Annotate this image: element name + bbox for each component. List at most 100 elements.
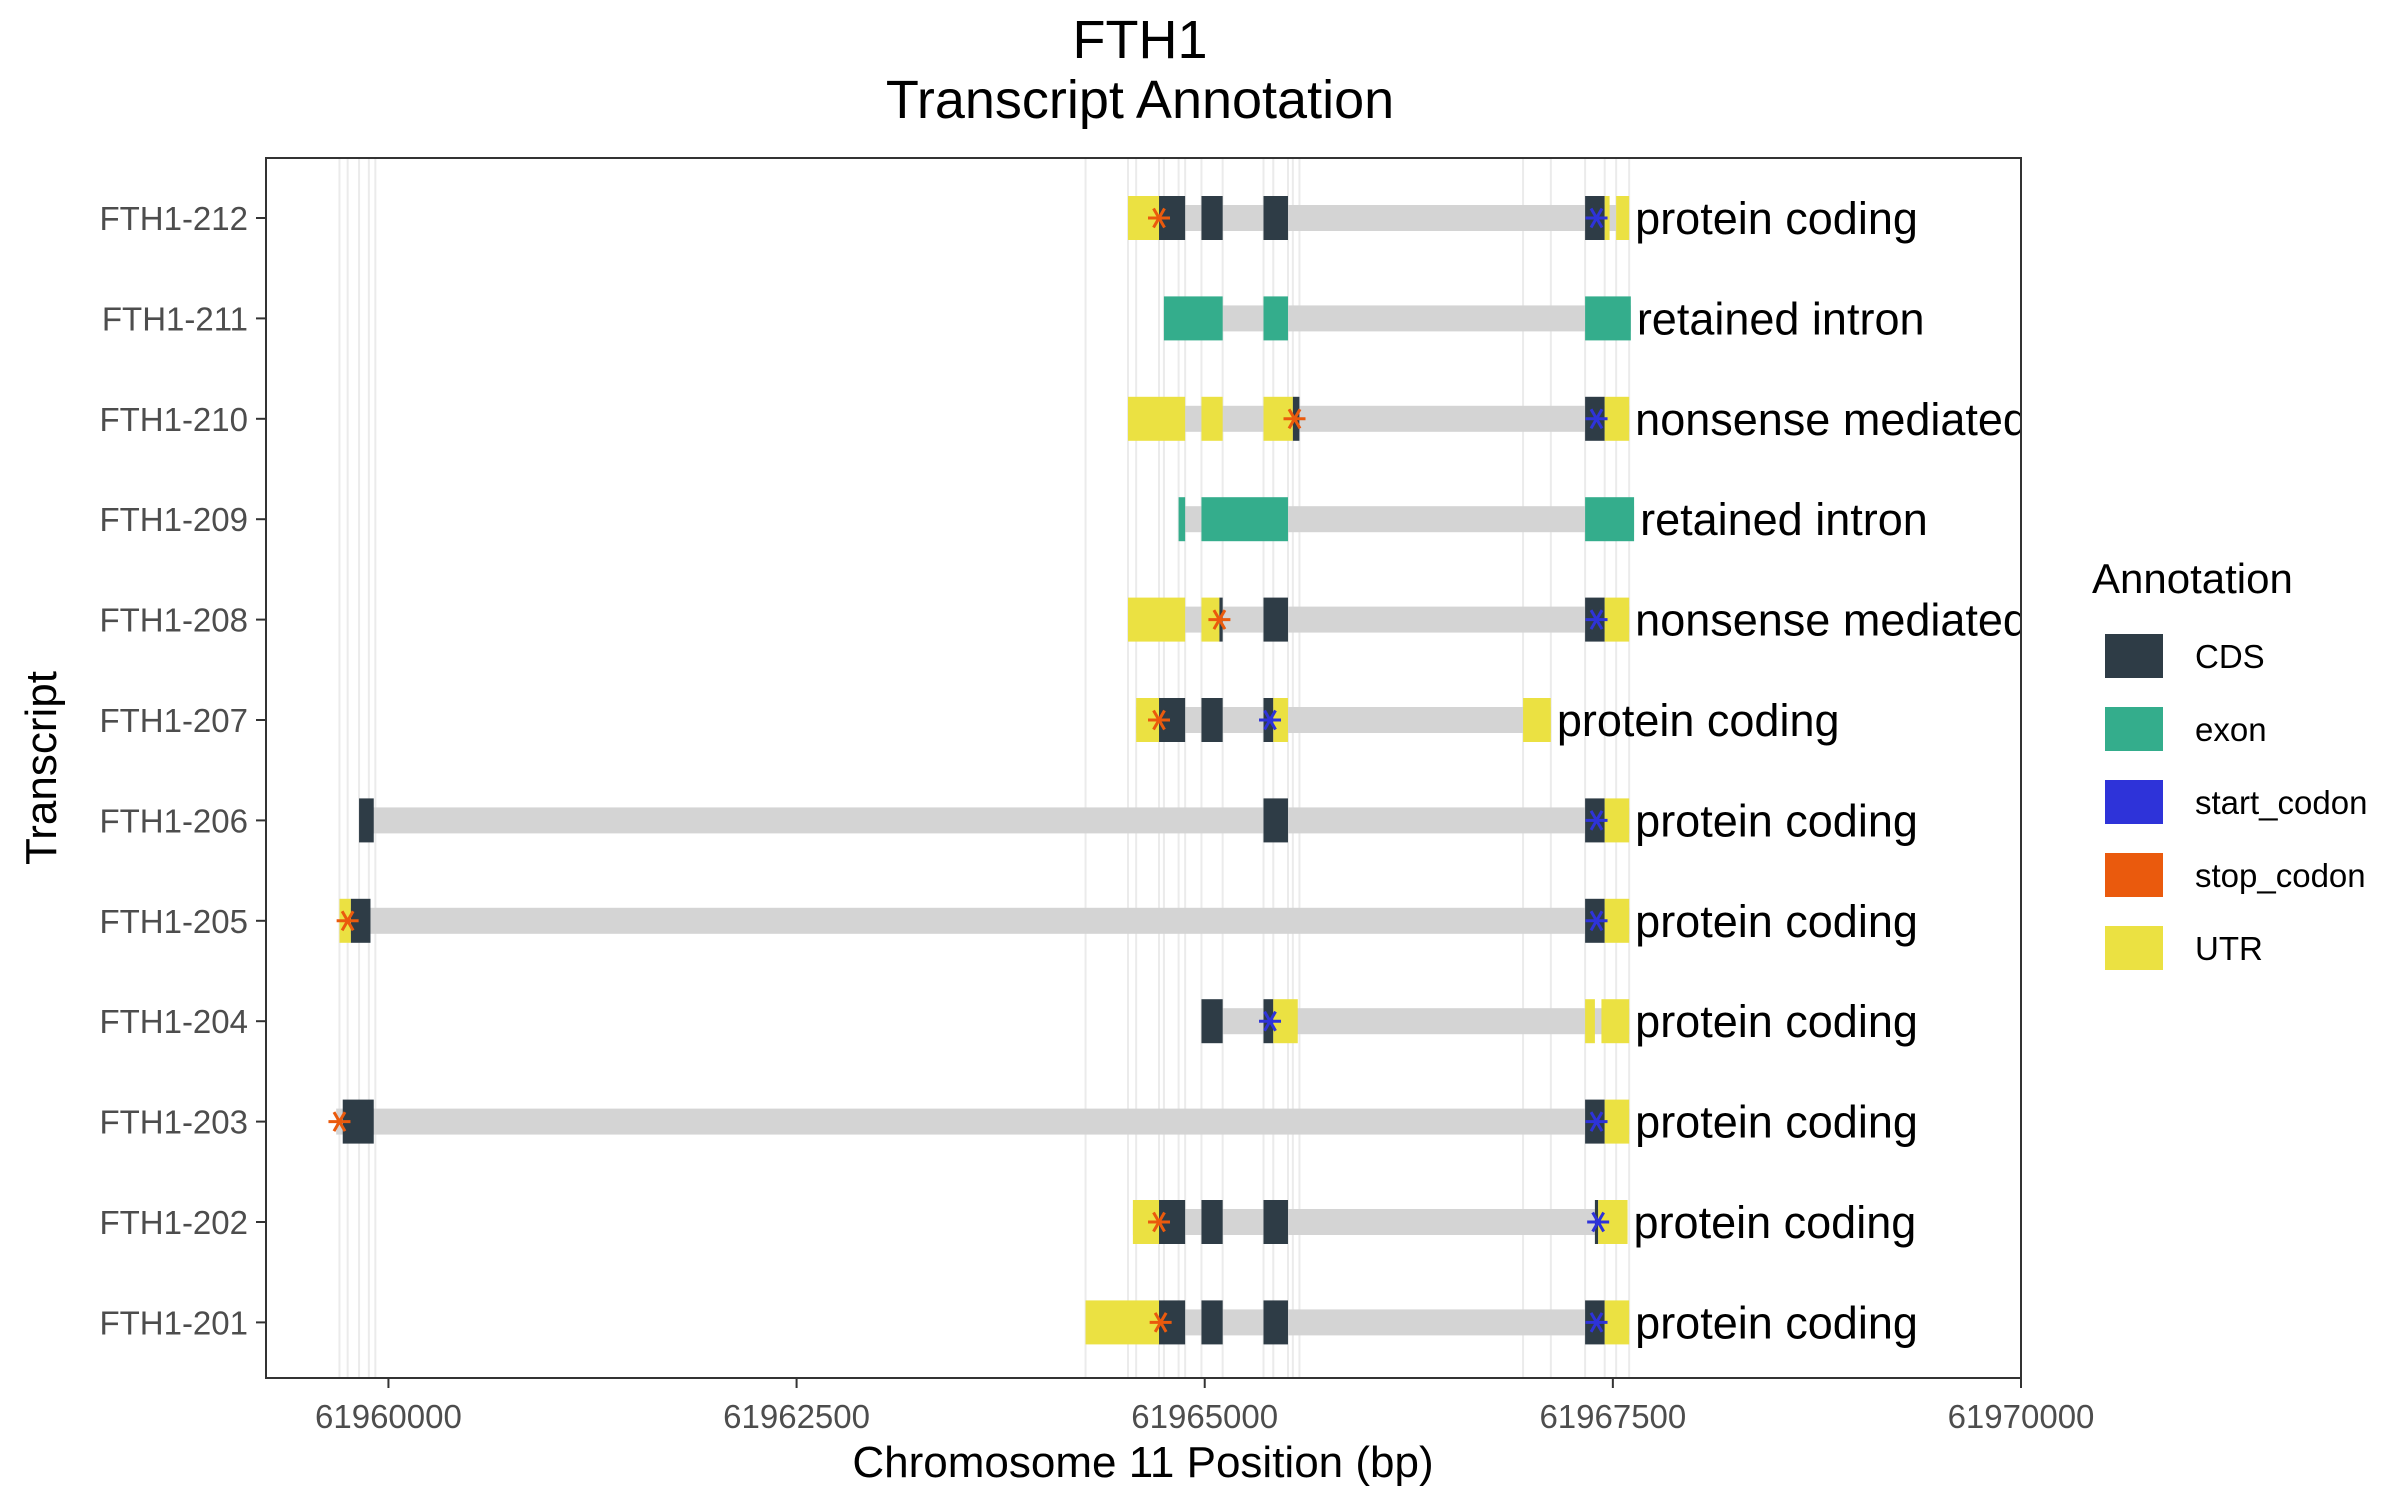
start-codon-marker bbox=[1585, 408, 1608, 430]
exon-block bbox=[1201, 497, 1288, 542]
utr-block bbox=[1604, 898, 1630, 943]
transcript-row bbox=[328, 1099, 1630, 1144]
transcript-row bbox=[1201, 999, 1630, 1044]
transcript-row bbox=[1085, 1300, 1630, 1345]
transcript-row bbox=[1136, 698, 1551, 742]
chart-subtitle: Transcript Annotation bbox=[886, 70, 1394, 130]
biotype-label: nonsense mediated bbox=[1635, 394, 2028, 445]
utr-block bbox=[1604, 396, 1630, 441]
stop-codon-marker bbox=[1208, 609, 1231, 630]
start-codon-marker bbox=[1585, 609, 1608, 630]
transcript-row bbox=[1127, 396, 1630, 441]
transcript-row bbox=[1163, 296, 1631, 341]
y-tick-label: FTH1-205 bbox=[99, 903, 248, 940]
x-axis-title: Chromosome 11 Position (bp) bbox=[852, 1438, 1433, 1487]
intron-line bbox=[336, 1108, 1630, 1135]
y-tick-label: FTH1-211 bbox=[102, 300, 248, 337]
start-codon-marker bbox=[1585, 1312, 1608, 1333]
cds-block bbox=[1201, 1200, 1223, 1244]
start-codon-marker bbox=[1585, 810, 1608, 831]
legend-swatch-CDS bbox=[2105, 634, 2163, 678]
y-tick-label: FTH1-203 bbox=[99, 1104, 248, 1141]
utr-block bbox=[1523, 698, 1551, 742]
y-tick-label: FTH1-209 bbox=[99, 501, 248, 538]
x-tick-label: 61965000 bbox=[1131, 1398, 1278, 1435]
plot-panel-border bbox=[265, 157, 2022, 1379]
y-tick-label: FTH1-204 bbox=[99, 1003, 248, 1040]
utr-block bbox=[1136, 698, 1160, 742]
biotype-label: protein coding bbox=[1635, 996, 1918, 1047]
y-tick-label: FTH1-208 bbox=[99, 602, 248, 639]
legend-title: Annotation bbox=[2092, 555, 2293, 602]
cds-block bbox=[1263, 196, 1288, 240]
start-codon-marker bbox=[1259, 709, 1282, 731]
utr-block bbox=[1127, 396, 1186, 441]
transcript-row bbox=[1178, 497, 1635, 542]
y-tick-label: FTH1-206 bbox=[99, 802, 248, 839]
stop-codon-marker bbox=[1148, 709, 1171, 731]
utr-block bbox=[1604, 798, 1630, 843]
biotype-label: nonsense mediated bbox=[1635, 595, 2028, 646]
exon-block bbox=[1585, 296, 1631, 341]
cds-block bbox=[1201, 1300, 1223, 1345]
stop-codon-marker bbox=[1148, 207, 1171, 229]
biotype-label: protein coding bbox=[1635, 193, 1918, 244]
cds-block bbox=[1263, 798, 1288, 843]
utr-block bbox=[1585, 999, 1595, 1044]
transcript-row bbox=[336, 898, 1630, 943]
start-codon-marker bbox=[1585, 207, 1608, 229]
x-axis: 61960000 61962500 61965000 61967500 61970000 bbox=[315, 1378, 2094, 1435]
y-tick-label: FTH1-210 bbox=[99, 401, 248, 438]
transcript-tracks bbox=[328, 196, 1635, 1345]
intron-line bbox=[339, 907, 1630, 934]
cds-block bbox=[359, 798, 374, 843]
transcript-row bbox=[1132, 1200, 1628, 1244]
legend-swatch-exon bbox=[2105, 707, 2163, 751]
y-axis-title: Transcript bbox=[17, 671, 66, 865]
legend-label: UTR bbox=[2195, 930, 2263, 967]
legend-swatch-start-codon bbox=[2105, 780, 2163, 824]
y-tick-label: FTH1-202 bbox=[99, 1204, 248, 1241]
legend-label: CDS bbox=[2195, 638, 2265, 675]
x-tick-label: 61967500 bbox=[1539, 1398, 1686, 1435]
legend-swatch-UTR bbox=[2105, 926, 2163, 970]
biotype-label: protein coding bbox=[1635, 795, 1918, 846]
utr-block bbox=[1616, 196, 1630, 240]
y-tick-label: FTH1-212 bbox=[99, 200, 248, 237]
stop-codon-marker bbox=[328, 1111, 351, 1132]
biotype-label: retained intron bbox=[1640, 494, 1928, 545]
start-codon-marker bbox=[1587, 1211, 1610, 1233]
transcript-row bbox=[1127, 597, 1630, 642]
utr-block bbox=[1601, 999, 1630, 1044]
cds-block bbox=[1263, 1300, 1288, 1345]
stop-codon-marker bbox=[336, 910, 359, 932]
transcript-row bbox=[1127, 196, 1630, 240]
cds-block bbox=[1263, 1200, 1288, 1244]
x-tick-label: 61960000 bbox=[315, 1398, 462, 1435]
utr-block bbox=[1604, 597, 1630, 642]
legend-label: stop_codon bbox=[2195, 857, 2366, 894]
biotype-label: protein coding bbox=[1634, 1197, 1917, 1248]
start-codon-marker bbox=[1259, 1010, 1282, 1032]
legend-swatch-stop-codon bbox=[2105, 853, 2163, 897]
chart-title: FTH1 bbox=[1073, 10, 1208, 70]
utr-block bbox=[1604, 1099, 1630, 1144]
y-tick-label: FTH1-201 bbox=[99, 1304, 248, 1341]
biotype-label: retained intron bbox=[1637, 293, 1925, 344]
legend-label: start_codon bbox=[2195, 784, 2367, 821]
x-tick-label: 61970000 bbox=[1948, 1398, 2095, 1435]
utr-block bbox=[1085, 1300, 1160, 1345]
stop-codon-marker bbox=[1149, 1312, 1172, 1333]
cds-block bbox=[1201, 999, 1223, 1044]
start-codon-marker bbox=[1585, 1111, 1608, 1132]
utr-block bbox=[1127, 597, 1186, 642]
utr-block bbox=[1201, 396, 1223, 441]
biotype-label: protein coding bbox=[1557, 695, 1840, 746]
biotype-label: protein coding bbox=[1635, 1297, 1918, 1348]
y-tick-label: FTH1-207 bbox=[99, 702, 248, 739]
intron-line bbox=[1127, 205, 1617, 231]
intron-line bbox=[1136, 707, 1551, 733]
exon-block bbox=[1178, 497, 1186, 542]
utr-block bbox=[1604, 1300, 1630, 1345]
